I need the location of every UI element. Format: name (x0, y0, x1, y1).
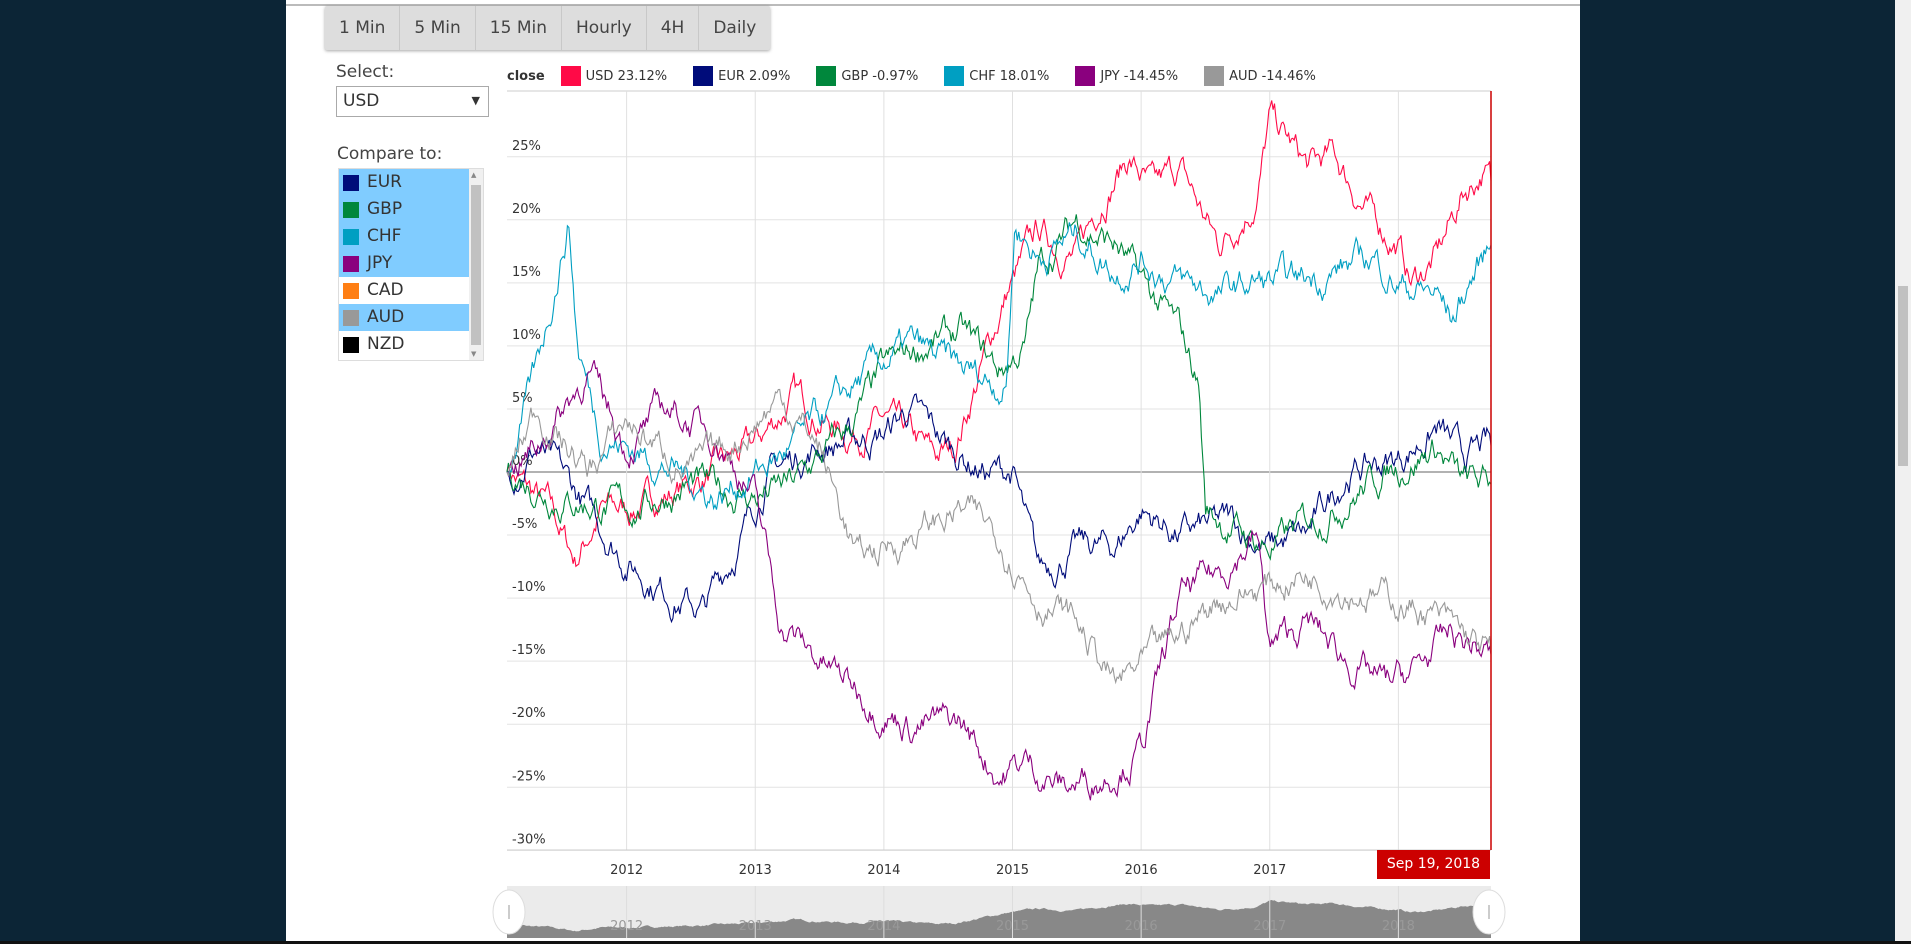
compare-item-nzd[interactable]: NZD (339, 331, 469, 358)
color-swatch (343, 282, 359, 299)
navigator-tick-label: 2016 (1125, 919, 1158, 934)
base-currency-select[interactable]: USD ▼ (336, 86, 489, 117)
legend-item-chf[interactable]: CHF 18.01% (944, 66, 1049, 86)
compare-label: Compare to: (337, 144, 443, 164)
series-line-eur (506, 393, 1492, 624)
series-line-chf (506, 222, 1492, 511)
legend-item-usd[interactable]: USD 23.12% (560, 66, 668, 86)
timeframe-4h-button[interactable]: 4H (647, 6, 700, 50)
legend-label: GBP -0.97% (841, 68, 919, 84)
x-tick-label: 2015 (996, 863, 1029, 878)
y-tick-label: -25% (512, 769, 546, 784)
legend-item-gbp[interactable]: GBP -0.97% (816, 66, 918, 86)
timeframe-15min-button[interactable]: 15 Min (476, 6, 562, 50)
legend-label: JPY -14.45% (1100, 68, 1179, 84)
navigator-left-handle[interactable] (492, 889, 526, 935)
timeframe-1min-button[interactable]: 1 Min (325, 6, 401, 50)
timeframe-5min-button[interactable]: 5 Min (400, 6, 476, 50)
compare-item-label: NZD (367, 334, 405, 354)
legend-swatch (816, 66, 837, 86)
series-line-gbp (506, 214, 1492, 561)
y-tick-label: -10% (512, 580, 546, 595)
divider (286, 4, 1580, 6)
compare-item-label: AUD (367, 307, 405, 327)
series-line-jpy (506, 360, 1492, 801)
navigator-tick-label: 2017 (1253, 919, 1286, 934)
compare-item-gbp[interactable]: GBP (339, 196, 469, 223)
color-swatch (343, 336, 359, 353)
y-tick-label: 10% (512, 328, 541, 343)
x-tick-label: 2012 (610, 863, 643, 878)
scrollbar-thumb[interactable] (471, 185, 481, 345)
compare-item-jpy[interactable]: JPY (339, 250, 469, 277)
compare-item-label: EUR (367, 172, 402, 192)
navigator-right-handle[interactable] (1472, 889, 1506, 935)
timeframe-daily-button[interactable]: Daily (713, 18, 757, 38)
cursor-date-label: Sep 19, 2018 (1377, 850, 1490, 879)
color-swatch (343, 228, 359, 245)
legend-swatch (1075, 66, 1096, 86)
y-tick-label: -20% (512, 706, 546, 721)
select-value: USD (343, 91, 380, 111)
navigator-tick-label: 2013 (739, 919, 772, 934)
scrollbar-thumb[interactable] (1898, 286, 1908, 466)
x-tick-label: 2017 (1253, 863, 1286, 878)
navigator-tick-label: 2012 (610, 919, 643, 934)
y-tick-label: -5% (512, 517, 537, 532)
compare-item-label: CHF (367, 226, 402, 246)
chart-legend: close USD 23.12% EUR 2.09% GBP -0.97% CHF 1… (507, 66, 1342, 86)
compare-item-eur[interactable]: EUR (339, 169, 469, 196)
select-label: Select: (336, 62, 395, 82)
x-tick-label: 2016 (1125, 863, 1158, 878)
color-swatch (343, 309, 359, 326)
compare-item-cad[interactable]: CAD (339, 277, 469, 304)
legend-label: AUD -14.46% (1229, 68, 1316, 84)
compare-item-label: GBP (367, 199, 403, 219)
navigator-tick-label: 2018 (1382, 919, 1415, 934)
legend-item-eur[interactable]: EUR 2.09% (693, 66, 790, 86)
legend-label: CHF 18.01% (969, 68, 1050, 84)
page-scrollbar[interactable] (1895, 0, 1911, 941)
y-tick-label: 20% (512, 202, 541, 217)
color-swatch (343, 174, 359, 191)
divider (0, 941, 1911, 944)
x-tick-label: 2013 (739, 863, 772, 878)
y-tick-label: -30% (512, 832, 546, 847)
chevron-down-icon: ▼ (471, 94, 480, 107)
compare-item-aud[interactable]: AUD (339, 304, 469, 331)
timeframe-hourly-button[interactable]: Hourly (562, 6, 647, 50)
legend-item-aud[interactable]: AUD -14.46% (1204, 66, 1316, 86)
listbox-scrollbar[interactable]: ▲ ▼ (469, 169, 483, 360)
y-tick-label: 15% (512, 265, 541, 280)
legend-item-jpy[interactable]: JPY -14.45% (1075, 66, 1178, 86)
legend-label: USD 23.12% (585, 68, 668, 84)
compare-item-chf[interactable]: CHF (339, 223, 469, 250)
compare-item-label: JPY (367, 253, 393, 273)
compare-listbox[interactable]: EUR GBP CHF JPY CAD AUD NZD ▲ ▼ (338, 168, 484, 361)
y-tick-label: 25% (512, 139, 541, 154)
series-line-aud (506, 388, 1492, 685)
x-tick-label: 2014 (867, 863, 900, 878)
legend-title: close (507, 68, 545, 84)
legend-swatch (1204, 66, 1225, 86)
legend-label: EUR 2.09% (718, 68, 791, 84)
navigator-tick-label: 2014 (867, 919, 900, 934)
scroll-down-icon[interactable]: ▼ (471, 350, 477, 358)
timeframe-button-group: 1 Min 5 Min 15 Min Hourly 4H Daily (325, 6, 771, 50)
legend-swatch (944, 66, 965, 86)
color-swatch (343, 201, 359, 218)
scroll-up-icon[interactable]: ▲ (471, 171, 477, 179)
y-tick-label: 5% (512, 391, 533, 406)
legend-swatch (560, 66, 581, 86)
legend-swatch (693, 66, 714, 86)
navigator-series-area (507, 900, 1491, 938)
y-tick-label: -15% (512, 643, 546, 658)
series-line-usd (506, 100, 1492, 568)
compare-item-label: CAD (367, 280, 404, 300)
color-swatch (343, 255, 359, 272)
navigator-tick-label: 2015 (996, 919, 1029, 934)
